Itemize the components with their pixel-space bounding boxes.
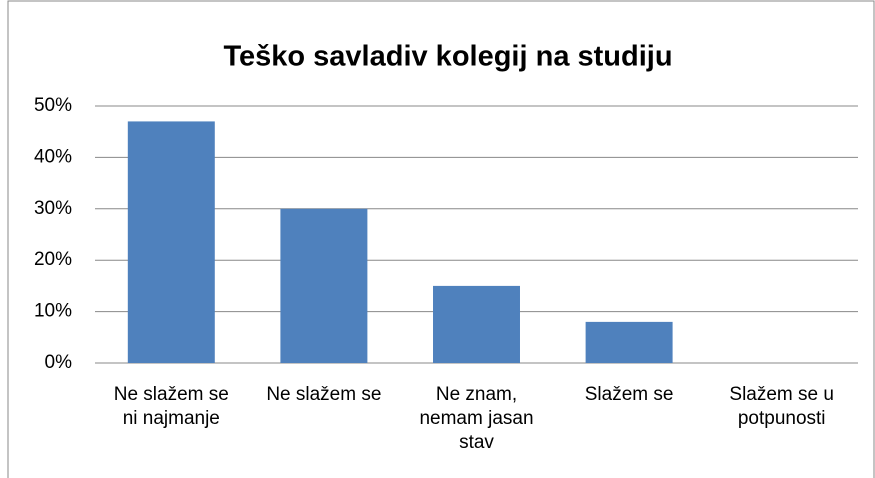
y-tick-label: 50% [34, 95, 72, 116]
y-tick-label: 10% [34, 301, 72, 322]
x-tick-label: Ne slažem se ni najmanje [113, 384, 229, 429]
x-tick-label: Slažem se [584, 384, 674, 405]
bar [585, 321, 673, 363]
x-tick-label: Ne slažem se [266, 384, 382, 405]
bar [280, 208, 368, 363]
chart-frame [7, 0, 875, 478]
chart-title: Teško savladiv kolegij na studiju [223, 41, 672, 73]
y-tick-label: 20% [34, 249, 72, 270]
y-tick-label: 40% [34, 146, 72, 167]
bar [127, 121, 215, 363]
y-tick-label: 0% [45, 352, 73, 373]
bar [433, 285, 520, 363]
y-tick-label: 30% [34, 198, 72, 219]
x-tick-label: Ne znam, nemam jasan stav [419, 384, 534, 453]
x-tick-label: Slažem se u potpunosti [729, 384, 834, 429]
